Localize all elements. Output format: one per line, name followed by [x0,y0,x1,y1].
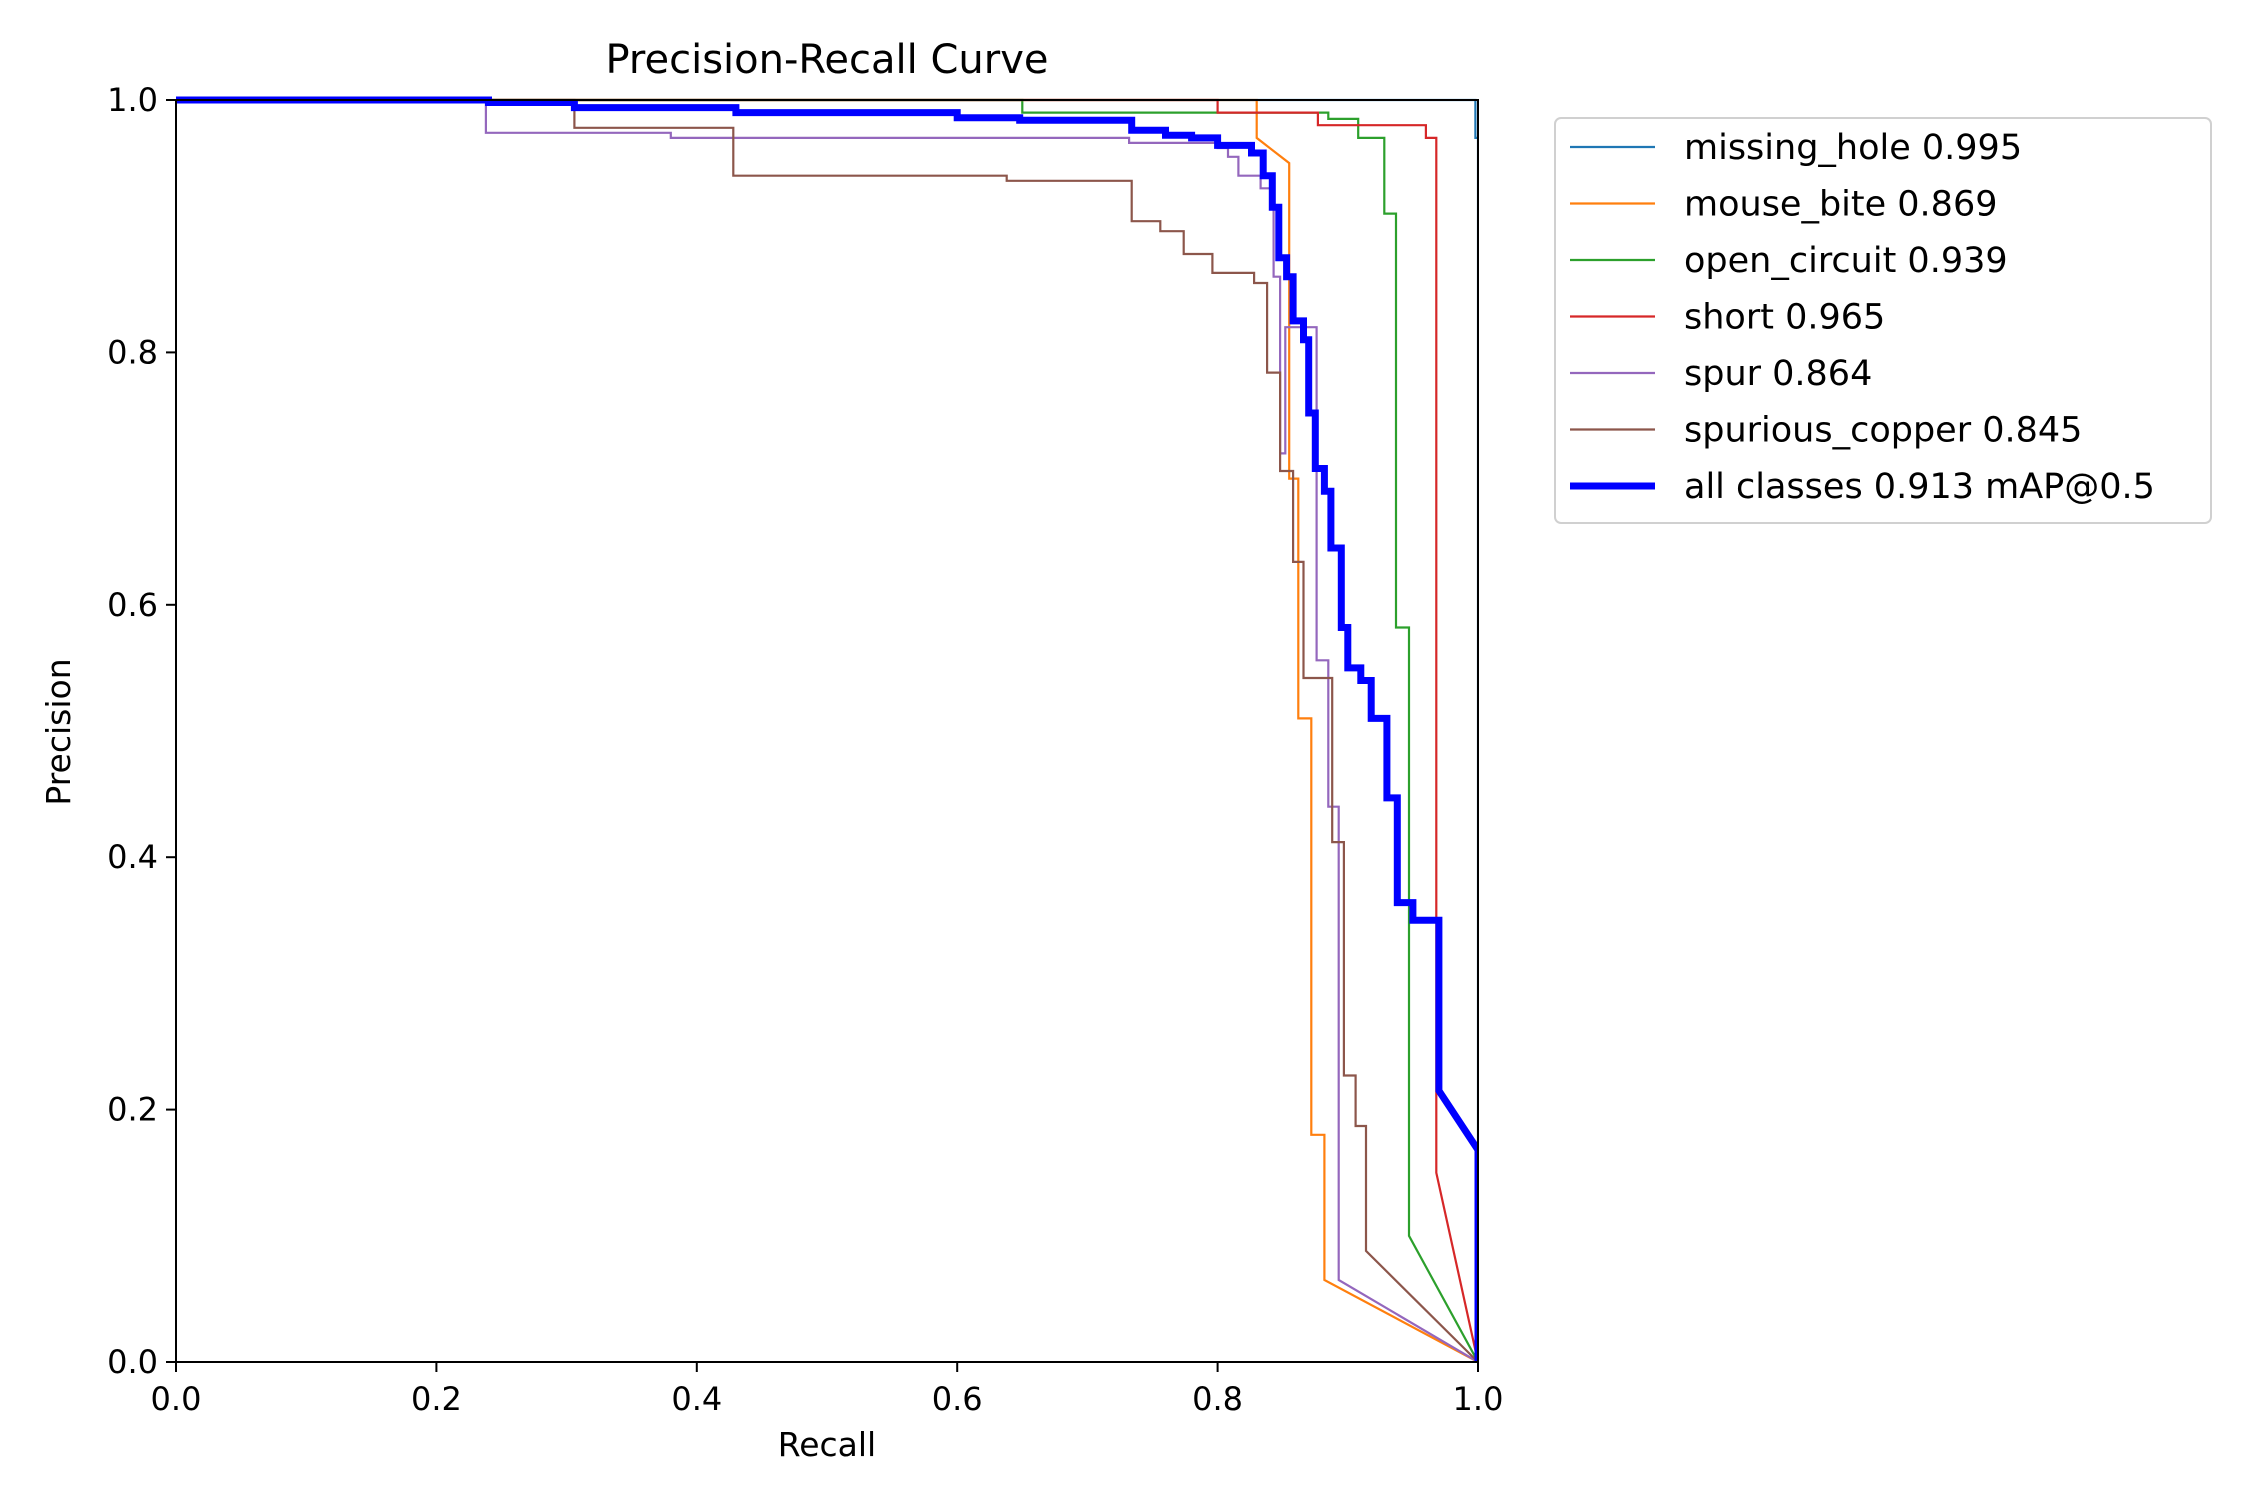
series-line-6 [176,96,1477,1362]
series-line-3 [176,98,1477,1362]
series-line-4 [176,98,1477,1362]
x-axis-label: Recall [778,1425,876,1464]
legend-label-3: short 0.965 [1684,298,1885,338]
y-axis-label: Precision [39,658,78,805]
y-tick-label: 0.8 [107,333,158,371]
series-line-5 [176,98,1477,1362]
series-line-0 [176,98,1477,1362]
series-line-1 [176,98,1477,1362]
y-tick-label: 0.4 [107,838,158,876]
chart-title: Precision-Recall Curve [606,37,1049,83]
x-tick-label: 0.0 [151,1380,202,1418]
series-lines [176,96,1477,1362]
legend-label-2: open_circuit 0.939 [1684,241,2008,281]
x-tick-label: 1.0 [1453,1380,1504,1418]
legend-label-1: mouse_bite 0.869 [1684,185,1997,225]
legend-label-6: all classes 0.913 mAP@0.5 [1684,467,2155,507]
legend-label-4: spur 0.864 [1684,354,1872,394]
x-tick-label: 0.2 [411,1380,462,1418]
y-tick-label: 0.6 [107,586,158,624]
y-tick-label: 0.0 [107,1343,158,1381]
y-axis-ticks: 0.0 0.2 0.4 0.6 0.8 1.0 [107,81,176,1381]
legend-label-5: spurious_copper 0.845 [1684,411,2082,451]
legend-box [1554,117,2212,524]
legend-label-0: missing_hole 0.995 [1684,128,2022,168]
x-tick-label: 0.4 [671,1380,722,1418]
y-tick-label: 1.0 [107,81,158,119]
x-axis-ticks: 0.0 0.2 0.4 0.6 0.8 1.0 [151,1362,1504,1418]
series-line-2 [176,98,1477,1362]
plot-frame [175,99,1479,1363]
y-tick-label: 0.2 [107,1091,158,1129]
legend: missing_hole 0.995 mouse_bite 0.869 open_c… [1554,117,2212,524]
x-tick-label: 0.8 [1192,1380,1243,1418]
x-tick-label: 0.6 [932,1380,983,1418]
